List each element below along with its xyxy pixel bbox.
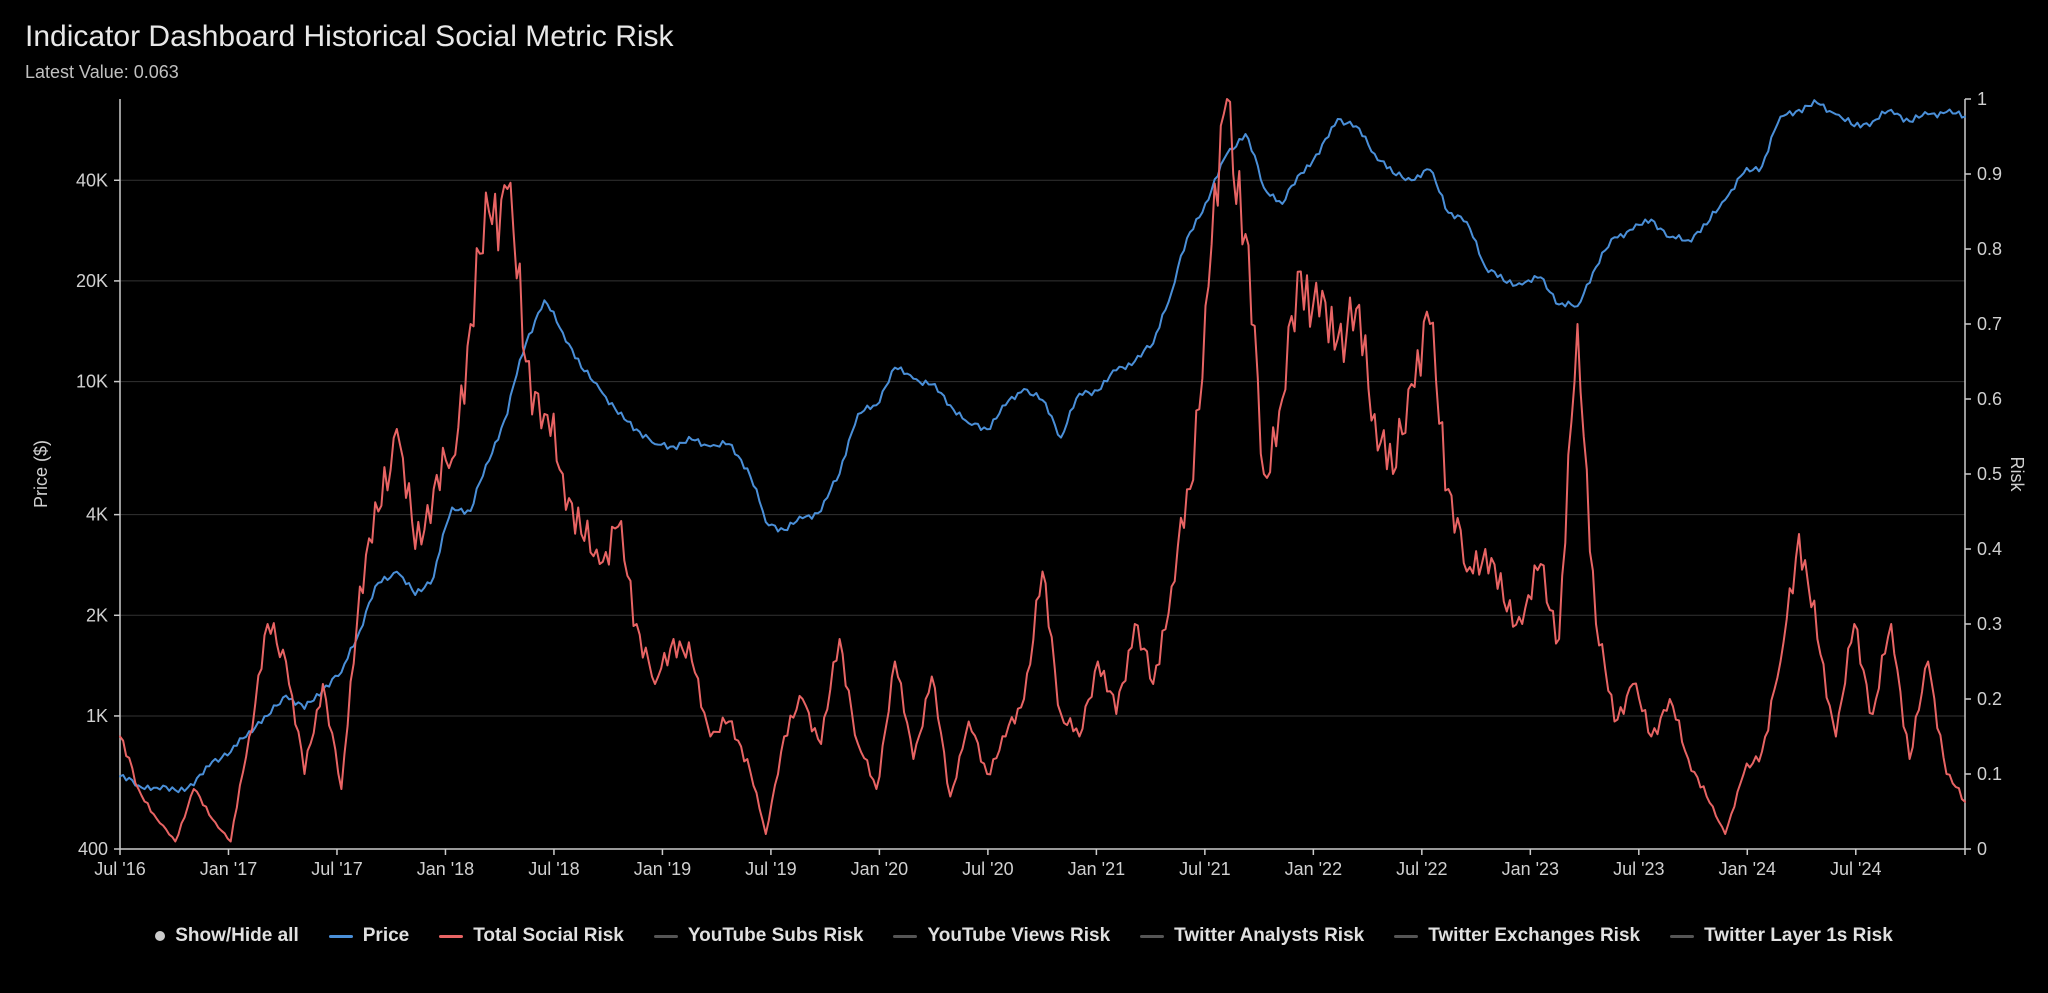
legend-item-twitter-analysts-risk[interactable]: Twitter Analysts Risk: [1140, 925, 1364, 947]
svg-text:0.6: 0.6: [1977, 389, 2002, 409]
legend-item-twitter-exchanges-risk[interactable]: Twitter Exchanges Risk: [1394, 925, 1640, 947]
svg-text:0.8: 0.8: [1977, 239, 2002, 259]
legend-swatch: [1670, 935, 1694, 938]
legend-label: Twitter Layer 1s Risk: [1704, 925, 1893, 947]
svg-text:0.2: 0.2: [1977, 689, 2002, 709]
svg-text:Jan '21: Jan '21: [1068, 859, 1125, 879]
legend-label: Price: [363, 925, 409, 947]
svg-text:0.7: 0.7: [1977, 314, 2002, 334]
svg-text:0.4: 0.4: [1977, 539, 2002, 559]
legend-swatch: [893, 935, 917, 938]
legend-item-total-social-risk[interactable]: Total Social Risk: [439, 925, 624, 947]
svg-text:Jan '19: Jan '19: [634, 859, 691, 879]
svg-text:2K: 2K: [86, 605, 108, 625]
legend-swatch: [329, 935, 353, 938]
svg-text:400: 400: [78, 839, 108, 859]
svg-text:Jul '21: Jul '21: [1179, 859, 1230, 879]
legend-label: YouTube Views Risk: [927, 925, 1110, 947]
svg-text:Risk: Risk: [2007, 457, 2025, 493]
legend-label: Twitter Exchanges Risk: [1428, 925, 1640, 947]
svg-text:Jan '22: Jan '22: [1285, 859, 1342, 879]
svg-text:Jul '20: Jul '20: [962, 859, 1013, 879]
latest-value: Latest Value: 0.063: [25, 62, 2023, 83]
svg-text:Jul '23: Jul '23: [1613, 859, 1664, 879]
svg-text:4K: 4K: [86, 505, 108, 525]
svg-text:Jul '16: Jul '16: [94, 859, 145, 879]
svg-text:Jan '17: Jan '17: [200, 859, 257, 879]
svg-text:0.1: 0.1: [1977, 764, 2002, 784]
dot-icon: [155, 931, 165, 941]
legend-show-hide-all[interactable]: Show/Hide all: [155, 925, 299, 947]
latest-value-number: 0.063: [134, 62, 179, 82]
legend-item-youtube-views-risk[interactable]: YouTube Views Risk: [893, 925, 1110, 947]
svg-text:Jul '19: Jul '19: [745, 859, 796, 879]
svg-text:0.3: 0.3: [1977, 614, 2002, 634]
svg-text:Jul '18: Jul '18: [528, 859, 579, 879]
legend-swatch: [439, 935, 463, 938]
chart-area[interactable]: 400 1K 2K 4K 10K 20K 40K 0 0.1 0.2 0.3 0.4 0.5 0.6 0.7…: [25, 89, 2023, 919]
legend-label: Total Social Risk: [473, 925, 624, 947]
legend-item-youtube-subs-risk[interactable]: YouTube Subs Risk: [654, 925, 864, 947]
legend-label: YouTube Subs Risk: [688, 925, 864, 947]
svg-text:10K: 10K: [76, 372, 108, 392]
svg-text:Jan '20: Jan '20: [851, 859, 908, 879]
legend-item-price[interactable]: Price: [329, 925, 409, 947]
legend-swatch: [1394, 935, 1418, 938]
svg-text:Jul '17: Jul '17: [311, 859, 362, 879]
svg-text:Jul '24: Jul '24: [1830, 859, 1881, 879]
svg-text:Price ($): Price ($): [31, 440, 51, 508]
legend-item-twitter-layer-1s-risk[interactable]: Twitter Layer 1s Risk: [1670, 925, 1893, 947]
legend-label: Twitter Analysts Risk: [1174, 925, 1364, 947]
svg-text:Jul '22: Jul '22: [1396, 859, 1447, 879]
chart-svg: 400 1K 2K 4K 10K 20K 40K 0 0.1 0.2 0.3 0.4 0.5 0.6 0.7…: [25, 89, 2025, 919]
chart-title: Indicator Dashboard Historical Social Me…: [25, 20, 2023, 54]
svg-text:Jan '18: Jan '18: [417, 859, 474, 879]
svg-text:1: 1: [1977, 89, 1987, 109]
svg-text:Jan '24: Jan '24: [1719, 859, 1776, 879]
svg-text:Jan '23: Jan '23: [1502, 859, 1559, 879]
svg-text:40K: 40K: [76, 170, 108, 190]
legend-swatch: [1140, 935, 1164, 938]
svg-text:0: 0: [1977, 839, 1987, 859]
svg-text:0.5: 0.5: [1977, 464, 2002, 484]
svg-text:0.9: 0.9: [1977, 164, 2002, 184]
latest-value-label: Latest Value:: [25, 62, 129, 82]
svg-text:1K: 1K: [86, 706, 108, 726]
svg-text:20K: 20K: [76, 271, 108, 291]
legend-swatch: [654, 935, 678, 938]
legend: Show/Hide all Price Total Social Risk YouTu…: [25, 919, 2023, 947]
legend-label: Show/Hide all: [175, 925, 299, 947]
